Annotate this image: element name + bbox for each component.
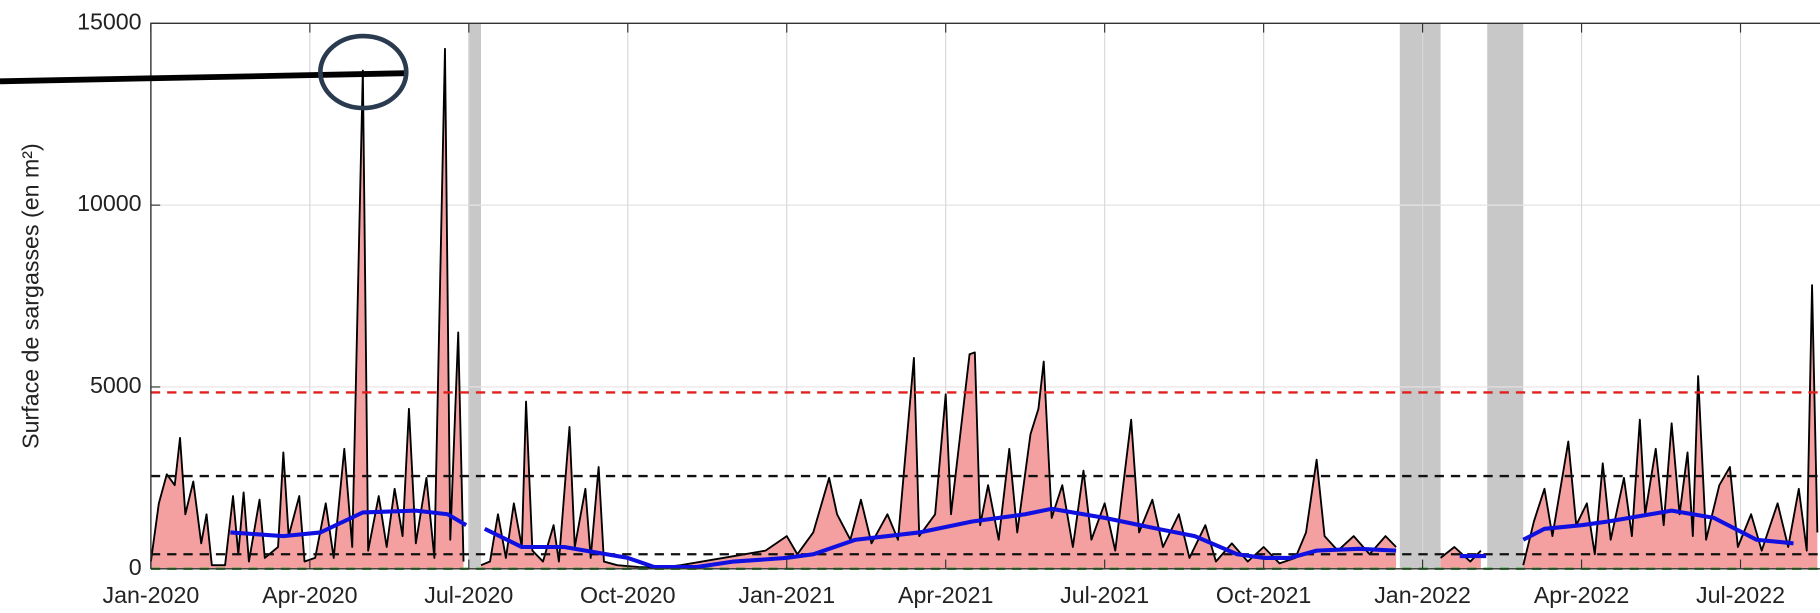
y-tick-label: 5000 [90,372,142,398]
annotation-circle [318,33,409,111]
y-axis-label: Surface de sargasses (en m²) [18,143,44,449]
x-tick-label: Oct-2021 [1216,582,1311,608]
axis-frame [150,22,1820,570]
x-tick-label: Apr-2021 [898,582,993,608]
shaded-region [468,23,482,569]
x-tick-label: Jan-2022 [1374,582,1471,608]
x-tick-label: Jan-2021 [738,582,835,608]
y-tick-label: 0 [129,554,142,580]
x-tick-label: Apr-2022 [1534,582,1629,608]
x-tick-label: Jul-2021 [1060,582,1149,608]
shaded-region [1487,23,1524,569]
series-line [149,47,1819,569]
y-tick-label: 10000 [77,190,142,216]
x-tick-label: Jul-2022 [1696,582,1785,608]
shaded-region [1399,23,1441,569]
x-tick-label: Apr-2020 [262,582,357,608]
y-tick-label: 15000 [77,8,142,34]
annotation-line [0,70,407,85]
x-tick-label: Oct-2020 [580,582,675,608]
x-tick-label: Jan-2020 [103,582,200,608]
area [150,48,1818,569]
x-tick-label: Jul-2020 [424,582,513,608]
series-line [230,506,1794,570]
